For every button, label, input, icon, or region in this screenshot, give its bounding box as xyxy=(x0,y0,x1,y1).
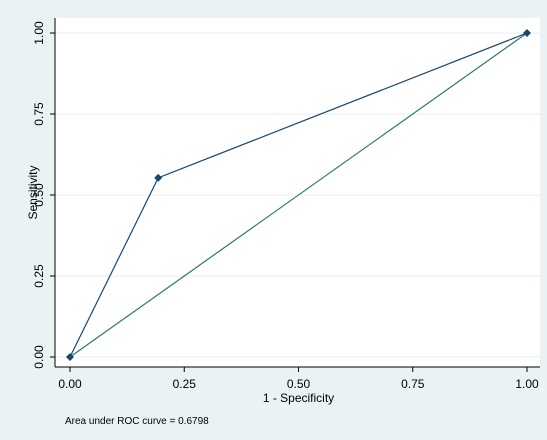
auc-annotation: Area under ROC curve = 0.6798 xyxy=(65,416,209,427)
x-tick-label: 0.25 xyxy=(173,377,197,391)
x-tick-label: 1.00 xyxy=(515,377,539,391)
y-tick-label: 1.00 xyxy=(32,21,46,45)
roc-point-marker xyxy=(523,29,531,37)
x-tick-label: 0.75 xyxy=(401,377,425,391)
y-tick-label: 0.00 xyxy=(32,345,46,369)
y-tick-label: 0.75 xyxy=(32,102,46,126)
x-axis-title: 1 - Specificity xyxy=(263,391,334,405)
y-tick-label: 0.25 xyxy=(32,264,46,288)
roc-point-marker xyxy=(154,173,163,182)
y-tick-label: 0.50 xyxy=(32,183,46,207)
plot-area xyxy=(55,18,540,367)
y-axis-title: Sensitivity xyxy=(26,165,40,219)
roc-point-marker xyxy=(66,353,74,361)
x-tick-label: 0.50 xyxy=(287,377,311,391)
reference-line xyxy=(69,32,528,358)
x-tick-label: 0.00 xyxy=(58,377,82,391)
